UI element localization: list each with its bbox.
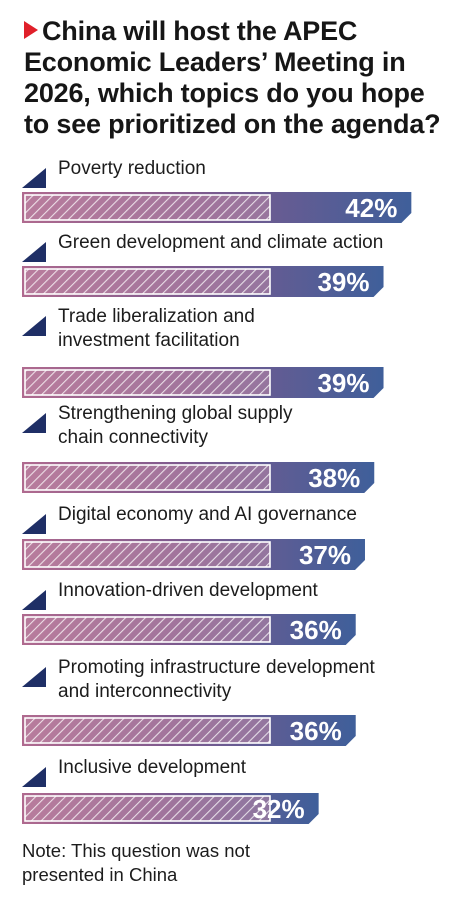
category-marker-icon [22, 316, 46, 336]
bar-hatch-pattern [25, 269, 270, 294]
bar-hatch-pattern [25, 718, 270, 743]
category-marker-icon [22, 514, 46, 534]
category-label: Inclusive development [58, 757, 247, 778]
value-label: 36% [290, 615, 342, 645]
bar-row: Strengthening global supply chain connect… [22, 403, 375, 493]
category-label: Trade liberalization and [58, 306, 255, 327]
category-marker-icon [22, 590, 46, 610]
category-label: investment facilitation [58, 330, 240, 351]
category-label: Innovation-driven development [58, 580, 319, 601]
value-label: 37% [299, 540, 351, 570]
bar-row: Poverty reduction 42% [22, 158, 412, 223]
category-marker-icon [22, 767, 46, 787]
chart-title: China will host the APEC Economic Leader… [24, 16, 444, 140]
category-label: chain connectivity [58, 427, 208, 448]
value-label: 32% [253, 794, 305, 824]
bar-row: Promoting infrastructure development and … [22, 657, 376, 746]
footnote: Note: This question was not presented in… [22, 840, 250, 885]
value-label: 36% [290, 716, 342, 746]
bar-row: Innovation-driven development 36% [22, 580, 356, 645]
bar-hatch-pattern [25, 796, 270, 821]
bar-row: Trade liberalization and investment facil… [22, 306, 384, 398]
bar-hatch-pattern [25, 370, 270, 395]
value-label: 39% [317, 267, 369, 297]
category-label: Green development and climate action [58, 232, 383, 253]
category-marker-icon [22, 242, 46, 262]
category-marker-icon [22, 667, 46, 687]
category-label: Strengthening global supply [58, 403, 293, 424]
chart-title-text: China will host the APEC Economic Leader… [24, 16, 441, 139]
bar-hatch-pattern [25, 195, 270, 220]
bar-hatch-pattern [25, 617, 270, 642]
category-marker-icon [22, 413, 46, 433]
bar-row: Inclusive development 32% [22, 757, 319, 824]
value-label: 39% [317, 368, 369, 398]
category-label: Digital economy and AI governance [58, 504, 357, 525]
category-label: and interconnectivity [58, 681, 232, 702]
category-label: Promoting infrastructure development [58, 657, 376, 678]
title-arrow-icon [24, 21, 38, 39]
category-label: Poverty reduction [58, 158, 206, 179]
bar-row: Green development and climate action 39% [22, 232, 384, 297]
bar-row: Digital economy and AI governance 37% [22, 504, 365, 570]
value-label: 38% [308, 463, 360, 493]
value-label: 42% [345, 193, 397, 223]
bar-hatch-pattern [25, 542, 270, 567]
bar-hatch-pattern [25, 465, 270, 490]
category-marker-icon [22, 168, 46, 188]
